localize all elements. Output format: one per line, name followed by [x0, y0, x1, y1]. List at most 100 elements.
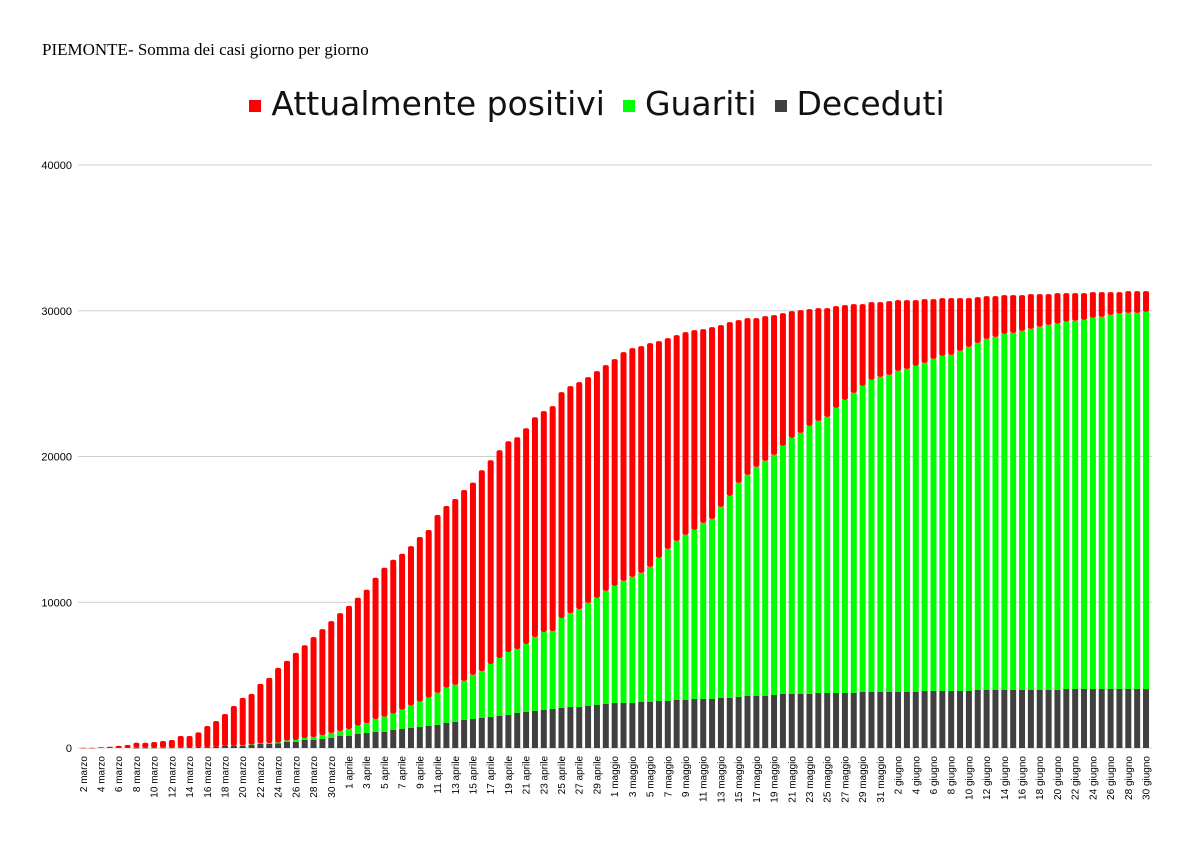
bar-guariti [363, 722, 370, 733]
bar-attualmente-positivi [567, 386, 574, 613]
bar-guariti [788, 437, 795, 694]
bar-guariti [576, 608, 583, 707]
bar-attualmente-positivi [80, 747, 87, 749]
bar-guariti [912, 365, 919, 692]
bar-deceduti [797, 693, 804, 748]
bar-deceduti [903, 691, 910, 748]
bar-attualmente-positivi [1089, 292, 1096, 318]
bar-deceduti [372, 731, 379, 748]
bar-attualmente-positivi [505, 441, 512, 652]
bar-guariti [735, 482, 742, 697]
legend-item-guariti: Guariti [622, 84, 757, 123]
bar-attualmente-positivi [275, 667, 282, 743]
bar-deceduti [841, 692, 848, 748]
x-tick-label: 23 aprile [539, 756, 550, 795]
bar-deceduti [762, 695, 769, 748]
bar-attualmente-positivi [89, 747, 96, 749]
bar-deceduti [921, 690, 928, 748]
legend-label: Deceduti [796, 84, 945, 123]
x-tick-label: 18 giugno [1035, 756, 1046, 800]
bar-attualmente-positivi [1010, 295, 1017, 333]
bar-guariti [310, 736, 317, 740]
bar-attualmente-positivi [549, 406, 556, 631]
bar-guariti [390, 713, 397, 730]
bar-attualmente-positivi [620, 352, 627, 581]
bar-deceduti [1036, 689, 1043, 748]
bar-attualmente-positivi [682, 332, 689, 535]
bar-guariti [983, 338, 990, 690]
bar-guariti [514, 648, 521, 713]
x-tick-label: 5 maggio [646, 756, 657, 798]
x-tick-label: 8 marzo [132, 756, 143, 793]
bar-attualmente-positivi [1081, 293, 1088, 320]
bar-deceduti [629, 702, 636, 748]
x-tick-label: 15 aprile [468, 756, 479, 795]
bar-attualmente-positivi [452, 499, 459, 685]
bar-deceduti [1072, 688, 1079, 748]
bar-attualmente-positivi [469, 482, 476, 675]
bar-attualmente-positivi [691, 330, 698, 530]
bar-deceduti [691, 698, 698, 748]
x-tick-label: 17 maggio [752, 756, 763, 803]
bar-attualmente-positivi [788, 311, 795, 438]
bar-guariti [647, 566, 654, 702]
bar-deceduti [983, 689, 990, 748]
bar-deceduti [886, 691, 893, 748]
bar-attualmente-positivi [1019, 295, 1026, 331]
bar-attualmente-positivi [974, 297, 981, 343]
bar-attualmente-positivi [248, 693, 255, 745]
bar-guariti [452, 684, 459, 722]
bar-guariti [1089, 317, 1096, 689]
x-tick-label: 3 maggio [628, 756, 639, 798]
chart-title: PIEMONTE- Somma dei casi giorno per gior… [42, 40, 369, 59]
x-tick-label: 12 marzo [167, 756, 178, 798]
bar-guariti [549, 630, 556, 709]
bar-guariti [567, 612, 574, 707]
bar-deceduti [399, 728, 406, 748]
bar-attualmente-positivi [407, 546, 414, 706]
bar-deceduti [221, 746, 228, 748]
x-tick-label: 17 aprile [486, 756, 497, 795]
bar-attualmente-positivi [496, 450, 503, 658]
bar-attualmente-positivi [257, 683, 264, 744]
bar-attualmente-positivi [895, 300, 902, 371]
bar-deceduti [514, 712, 521, 748]
bar-deceduti [531, 710, 538, 748]
bar-guariti [815, 420, 822, 693]
bar-deceduti [593, 704, 600, 748]
bar-guariti [850, 392, 857, 693]
bar-attualmente-positivi [939, 298, 946, 356]
bar-attualmente-positivi [177, 735, 184, 748]
x-tick-label: 2 giugno [894, 756, 905, 795]
bar-attualmente-positivi [390, 559, 397, 714]
x-tick-label: 20 giugno [1053, 756, 1064, 800]
bar-attualmente-positivi [540, 411, 547, 632]
bar-deceduti [213, 746, 220, 748]
bar-attualmente-positivi [1036, 294, 1043, 327]
bar-attualmente-positivi [717, 325, 724, 507]
x-tick-label: 3 aprile [362, 756, 373, 789]
x-tick-label: 27 aprile [575, 756, 586, 795]
bar-attualmente-positivi [266, 677, 273, 744]
x-tick-label: 7 aprile [398, 756, 409, 789]
bar-deceduti [319, 738, 326, 748]
bar-guariti [833, 407, 840, 693]
bar-guariti [779, 445, 786, 694]
bar-deceduti [824, 692, 831, 748]
bar-deceduti [390, 729, 397, 748]
bar-attualmente-positivi [443, 506, 450, 688]
bar-attualmente-positivi [921, 299, 928, 363]
bar-deceduti [328, 737, 335, 748]
bar-deceduti [461, 719, 468, 748]
bar-guariti [682, 534, 689, 700]
bar-guariti [461, 680, 468, 720]
bar-guariti [540, 631, 547, 710]
bar-deceduti [735, 696, 742, 748]
bar-attualmente-positivi [319, 629, 326, 735]
bar-guariti [868, 379, 875, 692]
x-tick-label: 9 aprile [415, 756, 426, 789]
x-tick-label: 13 aprile [451, 756, 462, 795]
bar-guariti [886, 374, 893, 692]
bar-deceduti [1063, 688, 1070, 748]
bar-guariti [1143, 311, 1150, 689]
